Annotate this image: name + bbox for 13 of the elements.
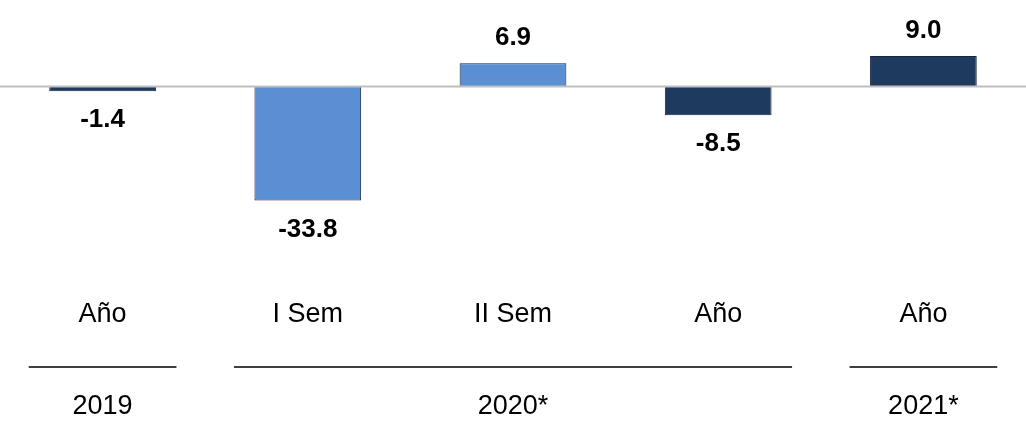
data-label: -1.4 bbox=[80, 103, 126, 134]
x-tick-label: I Sem bbox=[272, 298, 344, 329]
x-tick-label: Año bbox=[694, 298, 743, 329]
text: 2019 bbox=[72, 390, 133, 421]
x-tick-label: Año bbox=[78, 298, 127, 329]
x-tick-label: Año bbox=[899, 298, 948, 329]
text: 2020* bbox=[477, 390, 549, 421]
data-label: -33.8 bbox=[278, 212, 338, 243]
data-label: -8.5 bbox=[695, 127, 741, 158]
x-tick-label: II Sem bbox=[473, 298, 553, 329]
data-label: 9.0 bbox=[905, 14, 942, 45]
text: 2021* bbox=[888, 390, 960, 421]
data-label: 6.9 bbox=[494, 21, 532, 52]
